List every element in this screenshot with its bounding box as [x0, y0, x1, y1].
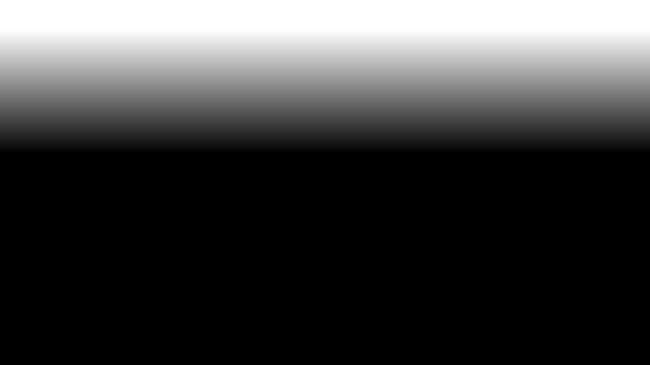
- Polygon shape: [123, 132, 247, 193]
- Text: Lipides 29 %: Lipides 29 %: [0, 127, 116, 193]
- Polygon shape: [133, 193, 247, 260]
- Polygon shape: [133, 193, 247, 260]
- Text: Fibres 3 %: Fibres 3 %: [92, 36, 183, 224]
- Polygon shape: [52, 146, 247, 243]
- Polygon shape: [164, 132, 442, 255]
- Text: Distribution de calories: Pain torsadé aux noix (Coop): Distribution de calories: Pain torsadé a…: [13, 18, 556, 37]
- Polygon shape: [133, 243, 164, 265]
- Polygon shape: [164, 188, 442, 271]
- Polygon shape: [52, 188, 133, 260]
- Polygon shape: [133, 193, 247, 249]
- Text: Protéines 11 %: Protéines 11 %: [13, 159, 201, 270]
- Text: Glucides 57 %: Glucides 57 %: [375, 186, 650, 204]
- Polygon shape: [164, 193, 247, 265]
- Text: © vitahoy.ch: © vitahoy.ch: [13, 344, 112, 358]
- Polygon shape: [164, 193, 247, 265]
